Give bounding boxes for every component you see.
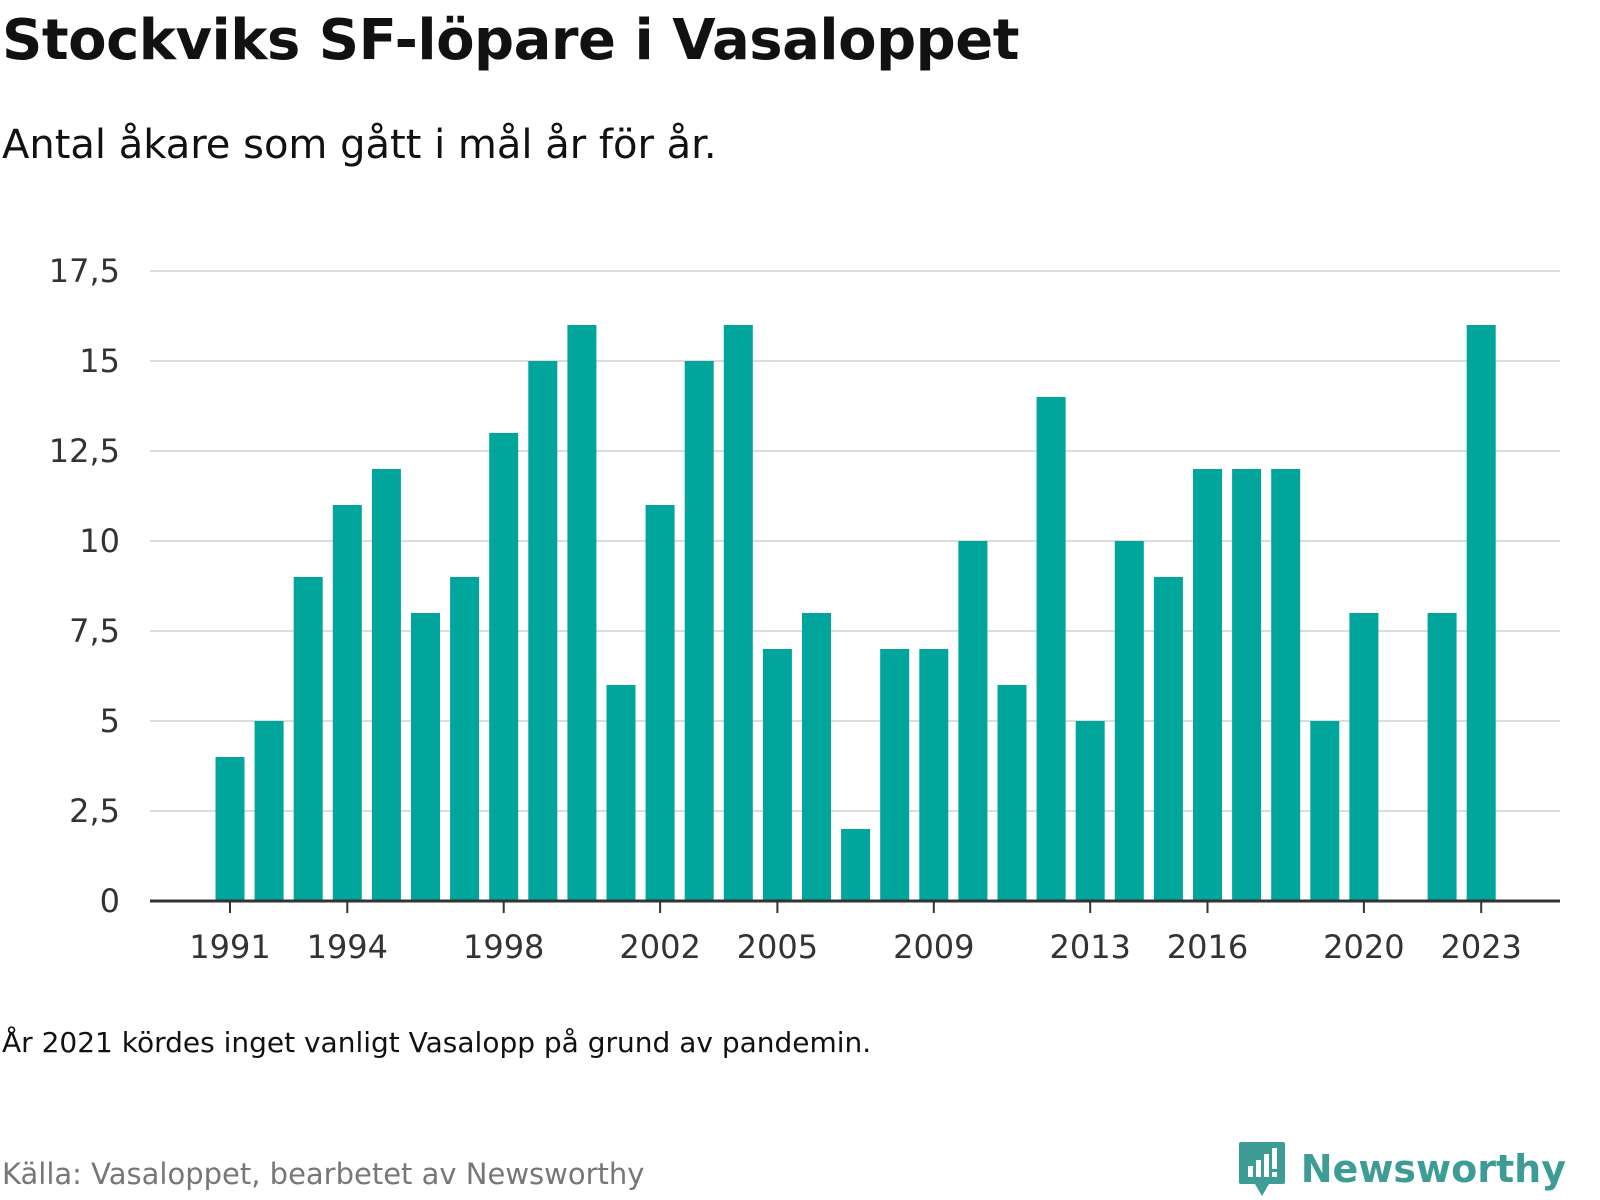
x-tick-label: 2020	[1323, 928, 1404, 966]
bars	[215, 325, 1496, 901]
source-text: Källa: Vasaloppet, bearbetet av Newswort…	[2, 1157, 645, 1191]
bar	[1232, 469, 1262, 901]
bar	[606, 685, 636, 901]
bar-chart: 0 2,5 5 7,5 10 12,5 15 17,5 1991 1994 1998 2002 2005…	[49, 252, 1560, 966]
bar	[293, 577, 323, 901]
y-tick-label: 2,5	[69, 792, 120, 830]
x-tick-label: 2016	[1167, 928, 1248, 966]
bar	[1427, 613, 1457, 901]
brand-logo: Newsworthy	[1237, 1140, 1566, 1198]
x-tick-label: 2005	[737, 928, 818, 966]
chart-title: Stockviks SF-löpare i Vasaloppet	[2, 8, 1020, 73]
brand-name: Newsworthy	[1300, 1147, 1566, 1191]
bar	[1349, 613, 1379, 901]
bar	[1193, 469, 1222, 901]
x-tick-label: 1991	[189, 928, 270, 966]
bar	[411, 613, 440, 901]
bar	[919, 649, 949, 901]
bar	[762, 649, 792, 901]
bar	[1114, 541, 1144, 901]
y-tick-label: 12,5	[49, 432, 120, 470]
bar	[958, 541, 988, 901]
bar	[880, 649, 910, 901]
bar	[841, 829, 871, 901]
bar	[215, 757, 245, 901]
bar	[450, 577, 480, 901]
y-tick-label: 0	[100, 882, 120, 920]
y-tick-label: 7,5	[69, 612, 120, 650]
bar	[684, 361, 714, 901]
bar	[1153, 577, 1183, 901]
footnote: År 2021 kördes inget vanligt Vasalopp på…	[2, 1026, 872, 1059]
bar	[489, 433, 519, 901]
axes: 0 2,5 5 7,5 10 12,5 15 17,5 1991 1994 1998 2002 2005…	[49, 252, 1560, 966]
bar	[528, 361, 558, 901]
bar	[254, 721, 284, 901]
chart-subtitle: Antal åkare som gått i mål år för år.	[2, 122, 717, 168]
bar	[1466, 325, 1496, 901]
y-tick-label: 15	[79, 342, 120, 380]
bar	[645, 505, 675, 901]
y-tick-label: 10	[79, 522, 120, 560]
x-tick-label: 2013	[1049, 928, 1130, 966]
bar	[1036, 397, 1066, 901]
bar	[332, 505, 362, 901]
bar	[1310, 721, 1340, 901]
x-tick-label: 2009	[893, 928, 974, 966]
x-tick-label: 2023	[1440, 928, 1521, 966]
y-tick-label: 17,5	[49, 252, 120, 290]
bar	[802, 613, 831, 901]
x-tick-label: 2002	[619, 928, 700, 966]
bar	[567, 325, 597, 901]
y-tick-label: 5	[100, 702, 120, 740]
newsworthy-logo-icon	[1238, 1142, 1285, 1196]
x-tick-label: 1994	[307, 928, 388, 966]
bar	[723, 325, 753, 901]
bar	[1075, 721, 1105, 901]
x-tick-label: 1998	[463, 928, 544, 966]
bar	[371, 469, 401, 901]
bar	[1271, 469, 1301, 901]
bar	[997, 685, 1027, 901]
